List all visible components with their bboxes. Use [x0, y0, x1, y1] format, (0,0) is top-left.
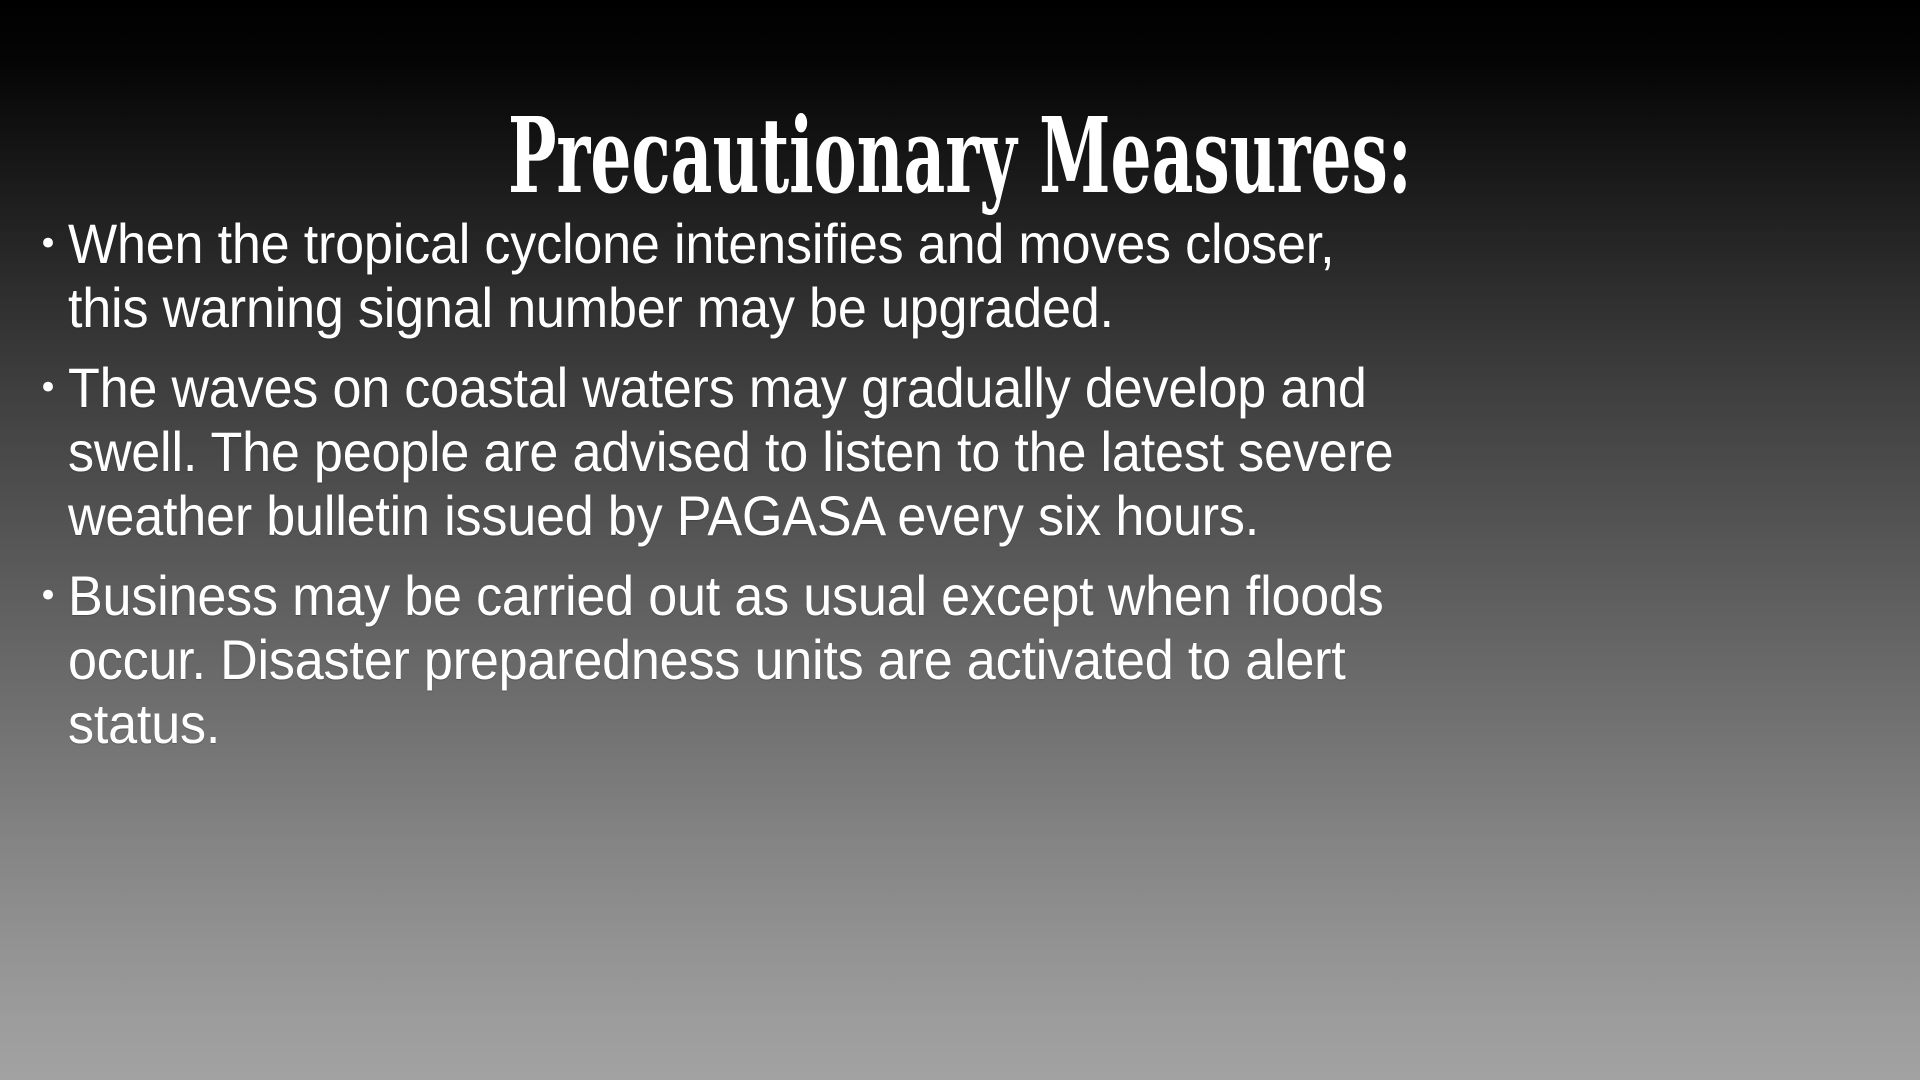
slide-body-content: • When the tropical cyclone intensifies …	[30, 212, 1890, 756]
bullet-point-icon: •	[38, 224, 59, 264]
bullet-point-icon: •	[38, 368, 59, 408]
list-item-label: Business may be carried out as usual exc…	[68, 564, 1384, 755]
bullet-point-icon: •	[38, 576, 59, 616]
list-item: • The waves on coastal waters may gradua…	[30, 356, 1890, 548]
list-item-label: The waves on coastal waters may graduall…	[68, 356, 1394, 547]
list-item: • Business may be carried out as usual e…	[30, 564, 1890, 756]
page-title: Precautionary Measures:	[508, 93, 1412, 217]
list-item-label: When the tropical cyclone intensifies an…	[68, 212, 1335, 339]
list-item: • When the tropical cyclone intensifies …	[30, 212, 1890, 340]
slide-title-container: Precautionary Measures:	[0, 34, 1920, 277]
